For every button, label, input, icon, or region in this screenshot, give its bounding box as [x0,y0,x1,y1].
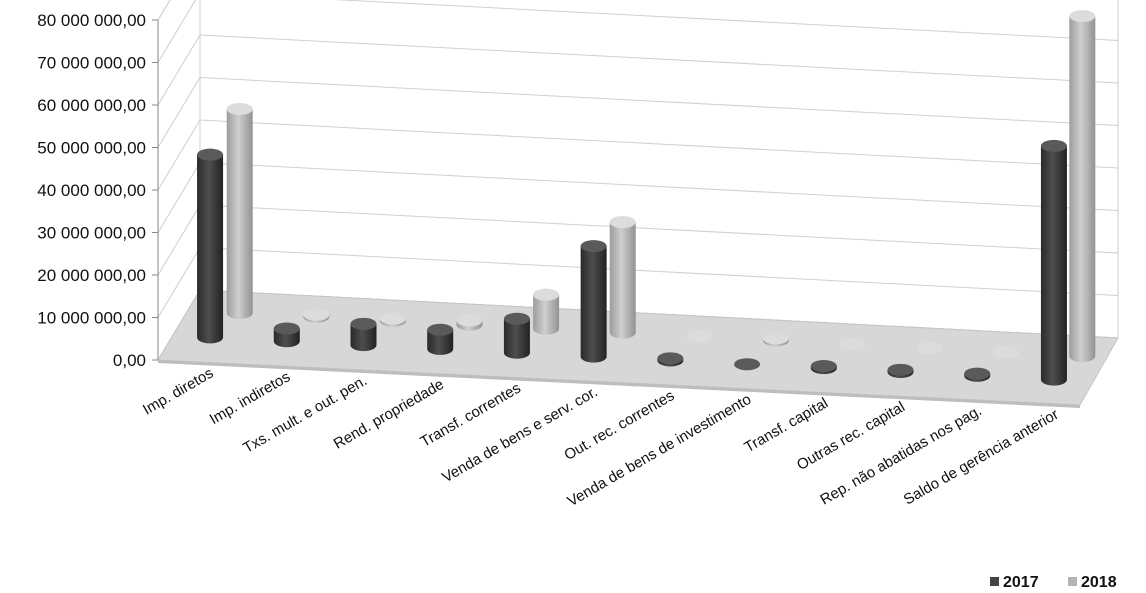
legend-swatch-2018 [1068,577,1077,586]
bar-2017-9 [887,363,914,378]
x-tick-label: Imp. diretos [140,365,216,419]
bar-2017-6 [657,352,684,367]
y-axis: 0,00 10 000 000,00 20 000 000,00 30 000 000… [37,11,159,370]
bar-2017-7 [734,358,761,371]
bar-2018-2 [379,312,406,327]
y-tick-label: 50 000 000,00 [37,139,146,158]
bar-2017-0 [197,148,224,344]
gridline [157,34,1119,106]
bar-top-2017 [427,323,454,336]
bar-2018-8 [839,338,866,351]
bar-2017-1 [273,322,300,348]
bar-top-2017 [657,352,684,365]
gridline [157,119,1119,191]
bar-2018-1 [303,308,330,323]
bar-top-2018 [609,216,636,229]
gridline [157,76,1119,148]
bar-body-2018 [533,294,560,335]
bar-top-2017 [503,312,530,325]
bar-top-2017 [580,240,607,253]
y-tick-label: 70 000 000,00 [37,54,146,73]
bar-2018-10 [992,346,1019,359]
bar-top-2018 [916,342,943,355]
y-tick-label: 80 000 000,00 [37,11,146,30]
bar-2018-0 [226,102,253,319]
floor-edge [158,360,1080,408]
bar-top-2018 [226,102,253,115]
chart-walls [157,0,1119,362]
legend-swatch-2017 [990,577,999,586]
bar-top-2018 [762,332,789,345]
bar-body-2017 [427,329,454,355]
bar-body-2017 [197,154,224,344]
y-tick-label: 30 000 000,00 [37,224,146,243]
y-tick-label: 60 000 000,00 [37,96,146,115]
bar-top-2017 [197,148,224,161]
bar-2017-10 [964,367,991,382]
bar-body-2017 [350,323,377,352]
bar-2017-3 [427,323,454,355]
bar-2018-11 [1069,10,1096,363]
bar-2018-4 [533,288,560,335]
bar-body-2017 [580,246,607,363]
bar-top-2018 [992,346,1019,359]
bar-top-2018 [303,308,330,321]
bar-2017-5 [580,240,607,363]
bar-top-2017 [350,317,377,330]
y-tick-label: 10 000 000,00 [37,309,146,328]
y-tick-label: 40 000 000,00 [37,181,146,200]
x-tick-label: Venda de bens e serv. cor. [439,383,600,486]
bar-2018-9 [916,342,943,355]
bars [197,10,1096,386]
bar-body-2018 [1069,16,1096,363]
y-tick-label: 20 000 000,00 [37,266,146,285]
bar-2018-7 [762,332,789,347]
bar-top-2017 [887,363,914,376]
bar-2017-4 [503,312,530,359]
bar-top-2018 [379,312,406,325]
bar-top-2018 [533,288,560,301]
bar-2018-5 [609,216,636,339]
bar-top-2018 [686,330,713,343]
bar-top-2017 [273,322,300,335]
y-tick-label: 0,00 [113,351,146,370]
bar-2017-8 [810,359,837,375]
bar-2017-2 [350,317,377,352]
legend: 2017 2018 [990,574,1117,591]
bar-body-2018 [609,222,636,339]
bar-body-2017 [1040,145,1067,386]
bar-top-2017 [964,367,991,380]
back-wall [199,0,1119,339]
bar-top-2018 [456,314,483,327]
bar-top-2017 [1040,139,1067,152]
x-tick-label: Saldo de gerência anterior [901,406,1062,509]
bar-2018-6 [686,330,713,343]
legend-label-2018: 2018 [1081,574,1117,591]
bar-top-2017 [734,358,761,371]
legend-label-2017: 2017 [1003,574,1039,591]
bar-2018-3 [456,314,483,331]
bar-top-2018 [839,338,866,351]
bar-body-2017 [503,318,530,359]
bar-body-2018 [226,108,253,319]
gridline [157,0,1119,63]
bar-top-2017 [810,359,837,372]
bar-top-2018 [1069,10,1096,23]
bar-2017-11 [1040,139,1067,386]
